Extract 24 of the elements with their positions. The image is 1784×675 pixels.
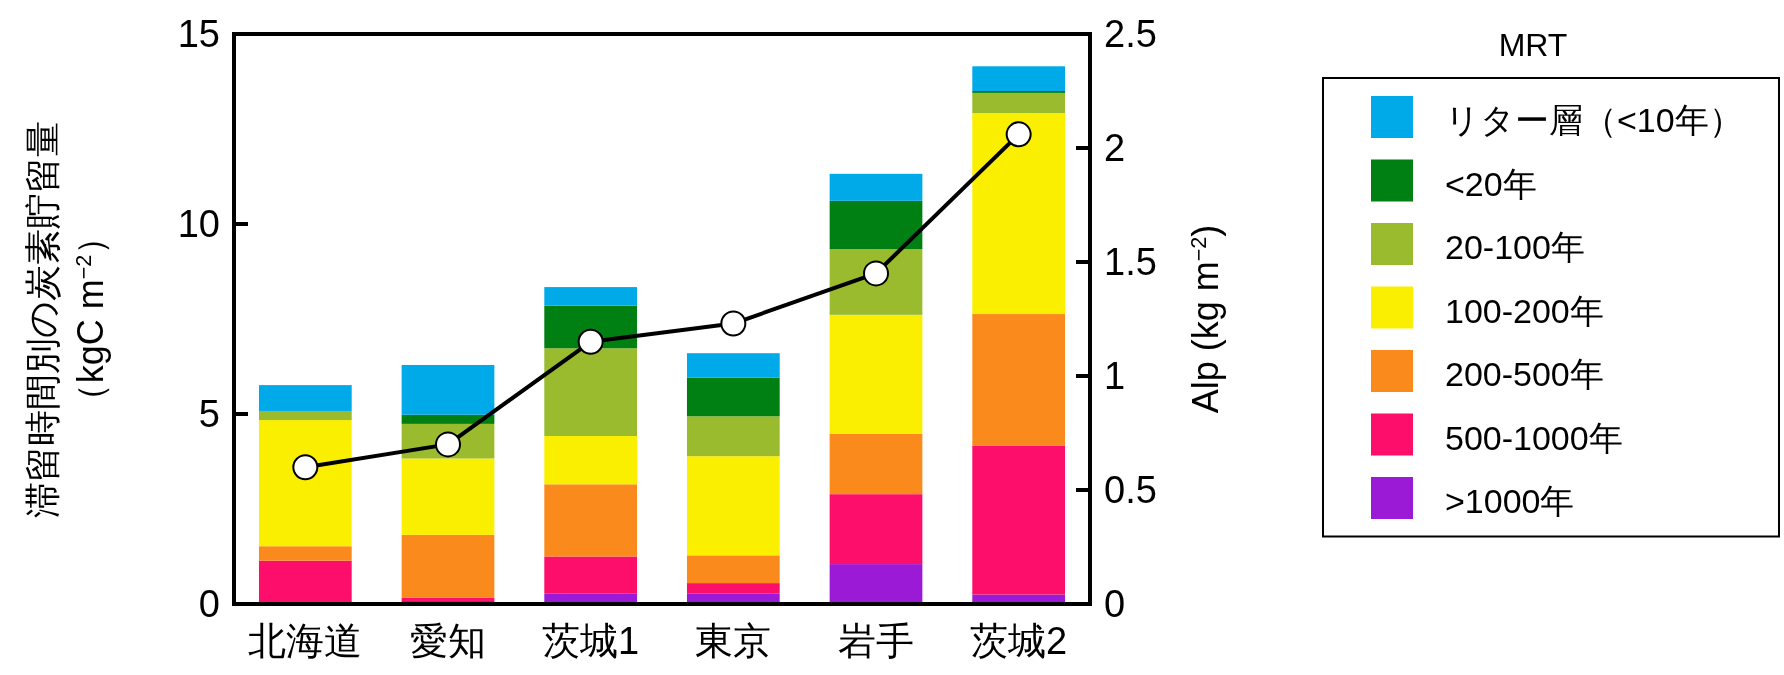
y-tick-label: 10 (177, 203, 220, 245)
x-tick-label: 東京 (695, 620, 772, 662)
y2-tick-label: 0 (1104, 583, 1126, 625)
y2-tick-label: 1.5 (1104, 241, 1157, 283)
y-tick-label: 0 (198, 583, 220, 625)
legend-label: 200-500年 (1445, 355, 1604, 393)
x-tick-label: 北海道 (248, 620, 363, 662)
y-tick-label: 5 (198, 393, 220, 435)
legend-label: <20年 (1445, 164, 1537, 203)
y2-tick-label: 2.5 (1104, 13, 1157, 55)
legend-label: 20-100年 (1445, 228, 1585, 266)
legend-label: リター層（<10年） (1445, 101, 1743, 139)
y-tick-label: 15 (177, 13, 220, 55)
legend-label: 100-200年 (1445, 291, 1604, 330)
x-tick-label: 愛知 (410, 620, 486, 662)
x-tick-label: 茨城1 (542, 620, 640, 662)
y2-tick-label: 0.5 (1104, 469, 1157, 511)
x-tick-label: 茨城2 (970, 620, 1068, 662)
legend-label: 500-1000年 (1445, 418, 1623, 457)
y2-tick-label: 2 (1104, 127, 1126, 169)
x-tick-label: 岩手 (838, 620, 914, 662)
legend-label: >1000年 (1445, 482, 1575, 520)
y2-tick-label: 1 (1104, 355, 1126, 397)
legend-title: MRT (1498, 27, 1568, 63)
